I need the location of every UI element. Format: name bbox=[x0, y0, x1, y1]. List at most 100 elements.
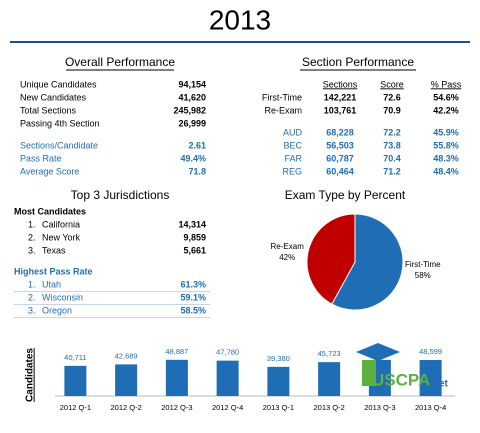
value: 14,314 bbox=[178, 219, 206, 229]
pie-title: Exam Type by Percent bbox=[285, 188, 406, 202]
bar bbox=[165, 359, 188, 396]
x-tick-label: 2013 Q-1 bbox=[263, 403, 294, 412]
cell: 70.4 bbox=[383, 153, 401, 163]
row-label: BEC bbox=[283, 140, 302, 150]
row-label: New Candidates bbox=[20, 92, 87, 102]
bar bbox=[419, 360, 442, 396]
logo-suffix: .net bbox=[430, 379, 448, 390]
name: Texas bbox=[42, 245, 66, 255]
x-tick-label: 2012 Q-1 bbox=[60, 403, 91, 412]
cell: 103,761 bbox=[324, 105, 357, 115]
x-tick-label: 2013 Q-2 bbox=[313, 403, 344, 412]
x-tick-label: 2013 Q-4 bbox=[415, 403, 446, 412]
value: 58.5% bbox=[180, 305, 206, 315]
column-header: Sections bbox=[323, 79, 358, 89]
rank: 2. bbox=[28, 292, 36, 302]
cell: 48.3% bbox=[433, 153, 459, 163]
bar bbox=[216, 360, 239, 396]
bar-value-label: 47,780 bbox=[216, 348, 239, 357]
cell: 60,464 bbox=[326, 166, 354, 176]
column-header: Score bbox=[380, 79, 404, 89]
row-value: 94,154 bbox=[178, 79, 206, 89]
logo-cap bbox=[356, 343, 400, 361]
rank: 3. bbox=[28, 305, 36, 315]
logo-box bbox=[362, 360, 376, 386]
stat-value: 2.61 bbox=[188, 140, 206, 150]
pie-label: Re-Exam bbox=[271, 242, 305, 251]
rank: 1. bbox=[28, 279, 36, 289]
bar-value-label: 45,723 bbox=[318, 349, 341, 358]
name: Wisconsin bbox=[42, 292, 83, 302]
bar-value-label: 48,887 bbox=[165, 347, 188, 356]
row-label: Unique Candidates bbox=[20, 79, 97, 89]
cell: 72.6 bbox=[383, 92, 401, 102]
row-label: REG bbox=[282, 166, 302, 176]
cell: 60,787 bbox=[326, 153, 354, 163]
column-header: % Pass bbox=[431, 79, 462, 89]
name: New York bbox=[42, 232, 81, 242]
pie-slice bbox=[331, 213, 404, 311]
cell: 45.9% bbox=[433, 127, 459, 137]
row-value: 41,620 bbox=[178, 92, 206, 102]
row-value: 26,999 bbox=[178, 118, 206, 128]
stat-label: Sections/Candidate bbox=[20, 140, 98, 150]
stat-value: 49.4% bbox=[180, 153, 206, 163]
cell: 72.2 bbox=[383, 127, 401, 137]
cell: 70.9 bbox=[383, 105, 401, 115]
name: Oregon bbox=[42, 305, 72, 315]
y-axis-label: Candidates bbox=[25, 348, 36, 402]
name: California bbox=[42, 219, 80, 229]
pie-label: First-Time bbox=[405, 260, 441, 269]
bar-value-label: 48,599 bbox=[419, 347, 442, 356]
x-tick-label: 2013 Q-3 bbox=[364, 403, 395, 412]
bar bbox=[64, 365, 87, 396]
bar-value-label: 39,380 bbox=[267, 354, 290, 363]
value: 5,661 bbox=[183, 245, 206, 255]
cell: 56,503 bbox=[326, 140, 354, 150]
rank: 2. bbox=[28, 232, 36, 242]
value: 59.1% bbox=[180, 292, 206, 302]
x-tick-label: 2012 Q-2 bbox=[110, 403, 141, 412]
page-title: 2013 bbox=[209, 4, 271, 35]
cell: 42.2% bbox=[433, 105, 459, 115]
row-label: FAR bbox=[284, 153, 302, 163]
bar bbox=[318, 362, 341, 396]
value: 9,859 bbox=[183, 232, 206, 242]
cell: 73.8 bbox=[383, 140, 401, 150]
stat-label: Pass Rate bbox=[20, 153, 62, 163]
row-label: Re-Exam bbox=[264, 105, 302, 115]
stat-value: 71.8 bbox=[188, 166, 206, 176]
cell: 142,221 bbox=[324, 92, 357, 102]
name: Utah bbox=[42, 279, 61, 289]
most-heading: Most Candidates bbox=[14, 206, 86, 216]
bar-value-label: 40,711 bbox=[64, 353, 86, 362]
cell: 71.2 bbox=[383, 166, 401, 176]
bar-value-label: 42,689 bbox=[115, 351, 138, 360]
row-label: Passing 4th Section bbox=[20, 118, 100, 128]
cell: 48.4% bbox=[433, 166, 459, 176]
x-tick-label: 2012 Q-3 bbox=[161, 403, 192, 412]
x-tick-label: 2012 Q-4 bbox=[212, 403, 243, 412]
stat-label: Average Score bbox=[20, 166, 79, 176]
pie-slice bbox=[306, 213, 356, 305]
section-heading: Section Performance bbox=[302, 55, 414, 69]
overall-heading: Overall Performance bbox=[65, 55, 175, 69]
cell: 54.6% bbox=[433, 92, 459, 102]
row-label: Total Sections bbox=[20, 105, 77, 115]
cell: 68,228 bbox=[326, 127, 354, 137]
bar bbox=[267, 366, 290, 396]
rank: 1. bbox=[28, 219, 36, 229]
row-label: AUD bbox=[283, 127, 303, 137]
row-label: First-Time bbox=[262, 92, 302, 102]
value: 61.3% bbox=[180, 279, 206, 289]
logo-name: USCPA bbox=[372, 370, 430, 389]
jurisdictions-heading: Top 3 Jurisdictions bbox=[71, 188, 170, 202]
cell: 55.8% bbox=[433, 140, 459, 150]
rank: 3. bbox=[28, 245, 36, 255]
row-value: 245,982 bbox=[173, 105, 206, 115]
pie-value-label: 58% bbox=[415, 271, 431, 280]
pass-heading: Highest Pass Rate bbox=[14, 266, 93, 276]
bar bbox=[115, 364, 138, 396]
pie-value-label: 42% bbox=[279, 253, 295, 262]
